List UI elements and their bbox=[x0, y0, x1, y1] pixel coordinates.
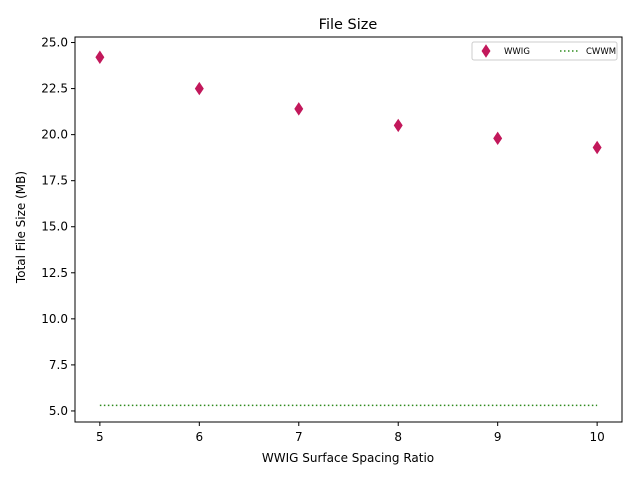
x-axis-label: WWIG Surface Spacing Ratio bbox=[262, 451, 434, 465]
legend-label: CWWM bbox=[586, 47, 616, 57]
legend: WWIG CWWM bbox=[471, 41, 618, 61]
y-tick-label: 20.0 bbox=[41, 128, 68, 142]
x-tick-label: 8 bbox=[394, 430, 402, 444]
wwig-data-point bbox=[95, 50, 105, 64]
legend-label: WWIG bbox=[504, 47, 530, 57]
y-axis-ticks: 5.0 7.5 10.0 12.5 15.0 17.5 20.0 22.5 25.0 bbox=[41, 36, 75, 418]
y-tick-label: 17.5 bbox=[41, 174, 68, 188]
legend-box bbox=[471, 41, 618, 61]
y-axis-label: Total File Size (MB) bbox=[14, 171, 28, 284]
x-tick-label: 5 bbox=[96, 430, 104, 444]
chart-title: File Size bbox=[319, 17, 378, 33]
y-tick-label: 25.0 bbox=[41, 36, 68, 50]
y-tick-label: 22.5 bbox=[41, 82, 68, 96]
wwig-data-point bbox=[393, 118, 403, 133]
x-tick-label: 6 bbox=[195, 430, 203, 444]
wwig-data-point bbox=[294, 102, 304, 116]
legend-marker-wwig bbox=[481, 44, 491, 58]
y-tick-label: 7.5 bbox=[49, 358, 68, 372]
x-tick-label: 7 bbox=[295, 430, 303, 444]
y-tick-label: 10.0 bbox=[41, 312, 68, 326]
series-layer bbox=[95, 50, 602, 407]
axes-frame bbox=[74, 36, 623, 423]
x-tick-label: 9 bbox=[494, 430, 502, 444]
wwig-data-point bbox=[592, 140, 602, 155]
x-tick-label: 10 bbox=[589, 430, 604, 444]
y-tick-label: 12.5 bbox=[41, 266, 68, 280]
wwig-data-point bbox=[194, 81, 204, 96]
wwig-data-point bbox=[493, 131, 503, 146]
y-tick-label: 15.0 bbox=[41, 220, 68, 234]
x-axis-ticks: 5 6 7 8 9 10 bbox=[96, 422, 605, 444]
y-tick-label: 5.0 bbox=[49, 404, 68, 418]
